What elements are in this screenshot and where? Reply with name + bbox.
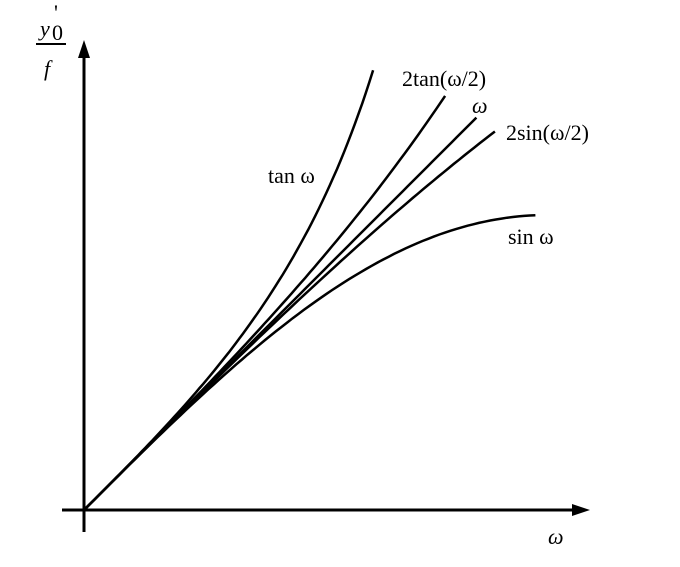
x-label: ω: [548, 524, 564, 549]
x-axis-arrow: [572, 504, 590, 516]
y-label-numerator: y: [38, 16, 50, 41]
y-label-subscript: 0: [52, 20, 63, 45]
curve-label: 2sin(ω/2): [506, 120, 589, 145]
y-label-prime: ': [54, 0, 58, 25]
y-axis-arrow: [78, 40, 90, 58]
y-label-denominator: f: [44, 56, 53, 81]
curve-label: ω: [472, 93, 488, 118]
curve-label: 2tan(ω/2): [402, 66, 486, 91]
curve-label: sin ω: [508, 224, 554, 249]
curve-label: tan ω: [268, 163, 315, 188]
curve: [83, 213, 536, 511]
